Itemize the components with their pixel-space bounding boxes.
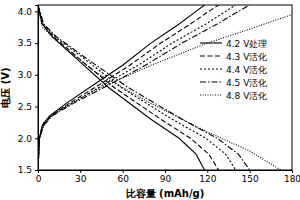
x-tick: 120: [199, 170, 216, 184]
x-tick-label: 60: [117, 174, 129, 184]
y-tick: 2.0: [18, 134, 38, 144]
x-tick: 60: [117, 170, 129, 184]
series-line: [38, 5, 250, 170]
x-axis-title: 比容量 (mAh/g): [126, 188, 205, 199]
y-tick: 1.5: [18, 165, 38, 175]
chart: 0 30 60 90 120 150 180 1.5 2.0 2.5 3.0 3.5 4.0 比容量 (m…: [0, 0, 300, 200]
legend-label: 4.2 V处理: [226, 39, 267, 49]
legend-swatch: [200, 68, 222, 69]
y-tick-label: 1.5: [18, 165, 32, 175]
y-tick-label: 3.0: [18, 70, 33, 80]
y-tick-mark: [35, 75, 38, 76]
legend: 4.2 V处理 4.3 V活化 4.4 V活化 4.5 V活化 4.8 V活化: [200, 39, 267, 101]
x-tick-label: 0: [36, 174, 42, 184]
y-tick-mark: [35, 43, 38, 44]
x-tick-label: 150: [242, 174, 259, 184]
x-tick: 90: [160, 170, 172, 184]
x-tick-mark: [207, 170, 208, 173]
plot-area: [38, 5, 292, 170]
x-tick-mark: [165, 170, 166, 173]
x-tick-label: 180: [284, 174, 300, 184]
y-tick: 4.0: [18, 7, 38, 17]
series-line: [38, 5, 219, 170]
x-axis-line: [39, 171, 293, 174]
y-tick-label: 4.0: [18, 7, 33, 17]
x-tick: 150: [242, 170, 259, 184]
y-tick: 3.0: [18, 70, 38, 80]
y-axis: 1.5 2.0 2.5 3.0 3.5 4.0: [18, 6, 39, 176]
legend-swatch: [200, 94, 222, 95]
x-tick-mark: [123, 170, 124, 173]
x-tick-label: 30: [75, 174, 87, 184]
y-tick-label: 2.0: [18, 134, 33, 144]
legend-swatch: [200, 81, 222, 82]
legend-label: 4.3 V活化: [226, 52, 267, 62]
y-axis-line: [35, 6, 39, 171]
x-tick: 180: [284, 170, 300, 184]
legend-swatch: [200, 42, 222, 43]
plot-frame: [38, 5, 292, 170]
x-tick: 30: [75, 170, 87, 184]
x-tick-label: 120: [199, 174, 216, 184]
y-tick: 2.5: [18, 102, 38, 112]
y-tick-mark: [35, 11, 38, 12]
legend-swatch: [200, 55, 222, 56]
x-tick-mark: [250, 170, 251, 173]
y-tick-mark: [35, 138, 38, 139]
y-tick-label: 2.5: [18, 102, 32, 112]
x-tick: 0: [36, 170, 42, 184]
series-line: [38, 8, 292, 170]
x-axis: 0 30 60 90 120 150 180: [36, 170, 300, 184]
legend-label: 4.8 V活化: [226, 91, 267, 101]
y-tick: 3.5: [18, 38, 38, 48]
legend-label: 4.4 V活化: [226, 65, 267, 75]
x-tick-label: 90: [160, 174, 172, 184]
y-tick-label: 3.5: [18, 38, 32, 48]
x-tick-mark: [80, 170, 81, 173]
y-tick-mark: [35, 107, 38, 108]
y-tick-mark: [35, 170, 38, 171]
legend-label: 4.5 V活化: [226, 78, 267, 88]
x-tick-mark: [292, 170, 293, 173]
y-axis-title: 电压 (V): [0, 67, 11, 107]
